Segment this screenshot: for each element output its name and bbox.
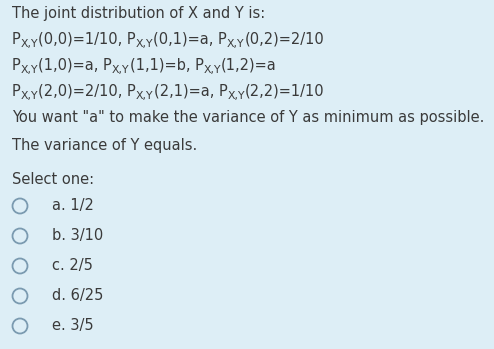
Text: X,Y: X,Y — [136, 91, 154, 102]
Text: P: P — [12, 58, 21, 73]
Text: (2,2)=1/10: (2,2)=1/10 — [245, 84, 325, 99]
Text: X,Y: X,Y — [112, 66, 129, 75]
Text: The joint distribution of X and Y is:: The joint distribution of X and Y is: — [12, 6, 265, 21]
Text: c. 2/5: c. 2/5 — [52, 258, 93, 273]
Text: The variance of Y equals.: The variance of Y equals. — [12, 138, 197, 153]
Text: X,Y: X,Y — [227, 91, 245, 102]
Text: (1,0)=a, P: (1,0)=a, P — [38, 58, 112, 73]
Text: (2,0)=2/10, P: (2,0)=2/10, P — [38, 84, 136, 99]
Text: X,Y: X,Y — [21, 66, 38, 75]
Text: e. 3/5: e. 3/5 — [52, 318, 94, 333]
Text: X,Y: X,Y — [204, 66, 221, 75]
Text: X,Y: X,Y — [227, 39, 245, 50]
Text: (2,1)=a, P: (2,1)=a, P — [154, 84, 227, 99]
Text: b. 3/10: b. 3/10 — [52, 228, 103, 243]
Text: (0,0)=1/10, P: (0,0)=1/10, P — [38, 32, 136, 47]
Text: P: P — [12, 32, 21, 47]
Text: (1,2)=a: (1,2)=a — [221, 58, 277, 73]
Text: (0,2)=2/10: (0,2)=2/10 — [245, 32, 325, 47]
Text: Select one:: Select one: — [12, 172, 94, 187]
Text: You want "a" to make the variance of Y as minimum as possible.: You want "a" to make the variance of Y a… — [12, 110, 485, 125]
Text: a. 1/2: a. 1/2 — [52, 198, 94, 213]
Text: X,Y: X,Y — [21, 91, 38, 102]
Text: X,Y: X,Y — [21, 39, 38, 50]
Text: (0,1)=a, P: (0,1)=a, P — [153, 32, 227, 47]
Text: (1,1)=b, P: (1,1)=b, P — [129, 58, 204, 73]
Text: X,Y: X,Y — [136, 39, 153, 50]
Text: d. 6/25: d. 6/25 — [52, 288, 103, 303]
Text: P: P — [12, 84, 21, 99]
